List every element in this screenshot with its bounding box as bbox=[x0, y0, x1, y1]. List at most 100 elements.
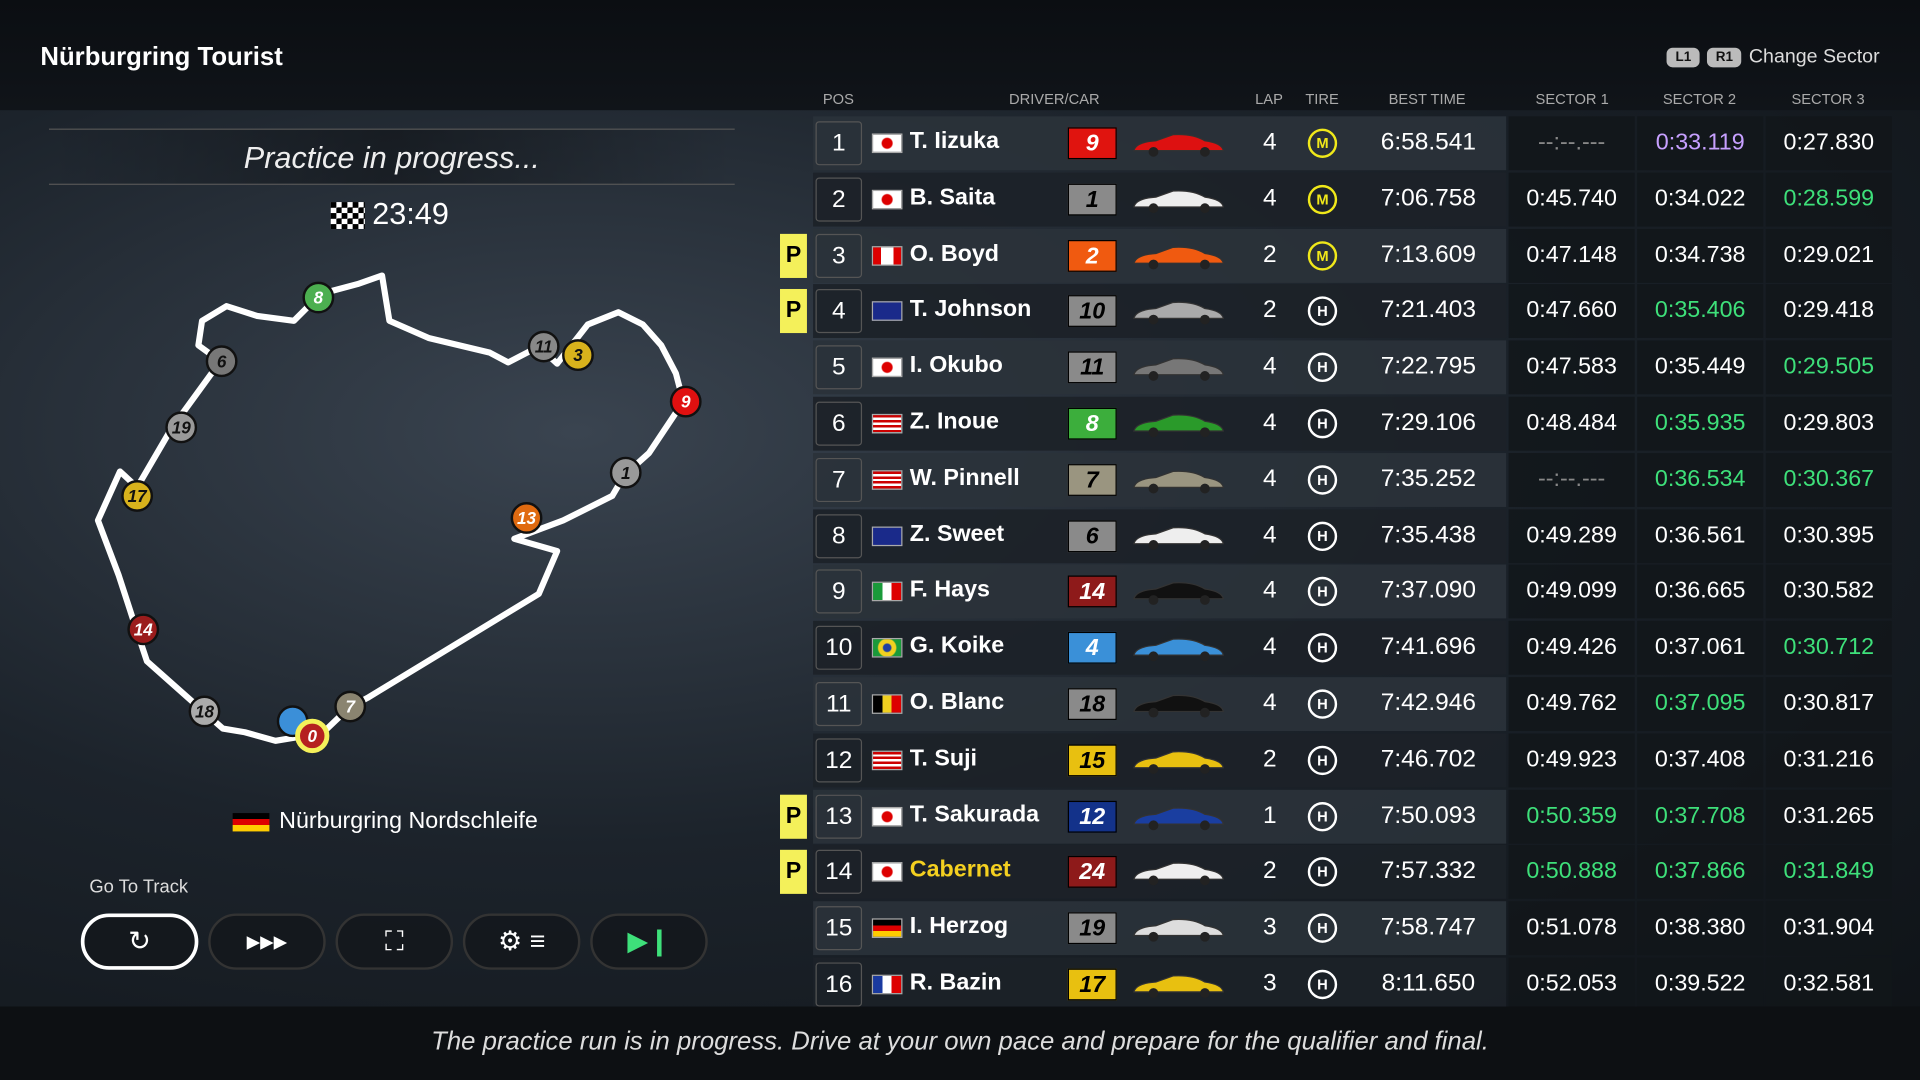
settings-button[interactable]: ⚙ ≡ bbox=[462, 913, 581, 970]
change-sector-hint: L1 R1 Change Sector bbox=[1666, 47, 1880, 69]
lap-count: 2 bbox=[1262, 857, 1277, 885]
l1-button-icon[interactable]: L1 bbox=[1666, 47, 1700, 68]
pit-badge: P bbox=[780, 794, 807, 839]
marker-circle bbox=[302, 281, 335, 314]
table-row[interactable]: 7 W. Pinnell 7 4 H 7:35.252 --:--.--- 0:3… bbox=[813, 452, 1892, 507]
car-marker[interactable]: 7 bbox=[334, 690, 367, 723]
table-row[interactable]: P 4 T. Johnson 10 2 H 7:21.403 0:47.660 0… bbox=[780, 284, 1892, 339]
table-row[interactable]: P 3 O. Boyd 2 2 M 7:13.609 0:47.148 0:34.… bbox=[780, 228, 1892, 283]
car-marker[interactable]: 18 bbox=[188, 695, 221, 728]
skip-button[interactable]: ▶❙ bbox=[590, 913, 708, 970]
table-row[interactable]: 10 G. Koike 4 4 H 7:41.696 0:49.426 0:37.… bbox=[813, 621, 1892, 675]
tire-compound-icon: H bbox=[1307, 969, 1338, 1000]
table-row[interactable]: 15 I. Herzog 19 3 H 7:58.747 0:51.078 0:3… bbox=[813, 901, 1892, 956]
car-number: 15 bbox=[1067, 744, 1117, 777]
lap-count: 4 bbox=[1262, 521, 1277, 549]
position: 11 bbox=[815, 682, 863, 727]
track-name-label: Nürburgring Nordschleife bbox=[279, 808, 538, 834]
best-time: 7:21.403 bbox=[1380, 296, 1477, 324]
sector-1-time: 0:52.053 bbox=[1508, 957, 1635, 1012]
fast-forward-button[interactable]: ▸▸▸ bbox=[208, 913, 326, 970]
driver-name: R. Bazin bbox=[909, 969, 1002, 996]
car-number: 10 bbox=[1067, 295, 1117, 328]
restart-icon: ↻ bbox=[128, 925, 151, 957]
car-image bbox=[1133, 470, 1224, 494]
table-row[interactable]: P 14 Cabernet 24 2 H 7:57.332 0:50.888 0:… bbox=[780, 845, 1892, 900]
car-image bbox=[1133, 189, 1224, 213]
lap-count: 4 bbox=[1262, 128, 1277, 156]
tire-compound-icon: H bbox=[1307, 857, 1338, 888]
marker-label: 13 bbox=[517, 508, 537, 528]
car-marker[interactable]: 17 bbox=[121, 480, 154, 512]
driver-name: F. Hays bbox=[909, 577, 990, 603]
sector-3-time: 0:29.505 bbox=[1765, 340, 1892, 395]
binoculars-button[interactable]: ⛶ bbox=[335, 913, 454, 970]
lap-count: 4 bbox=[1262, 689, 1277, 717]
table-row[interactable]: 16 R. Bazin 17 3 H 8:11.650 0:52.053 0:39… bbox=[813, 957, 1892, 1012]
sector-2-time: 0:36.561 bbox=[1637, 508, 1764, 563]
table-row[interactable]: 2 B. Saita 1 4 M 7:06.758 0:45.740 0:34.0… bbox=[813, 172, 1892, 227]
driver-name: T. Suji bbox=[909, 745, 978, 772]
driver-name: I. Herzog bbox=[909, 913, 1009, 940]
marker-label: 1 bbox=[621, 463, 631, 483]
uk-flag-icon bbox=[871, 526, 903, 546]
jp-flag-icon bbox=[871, 189, 903, 210]
sector-1-time: 0:50.888 bbox=[1508, 845, 1635, 900]
fr-flag-icon bbox=[871, 974, 903, 995]
car-marker[interactable]: 0 bbox=[295, 718, 330, 754]
car-image bbox=[1133, 526, 1224, 550]
marker-circle bbox=[165, 411, 198, 444]
tire-compound-icon: H bbox=[1307, 465, 1338, 495]
car-marker[interactable]: 19 bbox=[165, 411, 198, 444]
restart-button[interactable]: ↻ bbox=[80, 913, 199, 970]
sector-3-time: 0:31.216 bbox=[1765, 733, 1892, 788]
sector-2-time: 0:38.380 bbox=[1637, 901, 1764, 956]
br-flag-icon bbox=[871, 638, 903, 658]
table-row[interactable]: 5 I. Okubo 11 4 H 7:22.795 0:47.583 0:35.… bbox=[813, 340, 1892, 395]
table-row[interactable]: 8 Z. Sweet 6 4 H 7:35.438 0:49.289 0:36.5… bbox=[813, 508, 1892, 563]
table-row[interactable]: P 13 T. Sakurada 12 1 H 7:50.093 0:50.35… bbox=[780, 789, 1892, 844]
sector-1-time: 0:49.426 bbox=[1508, 621, 1635, 675]
driver-name: W. Pinnell bbox=[909, 465, 1020, 491]
car-marker[interactable]: 3 bbox=[562, 339, 594, 372]
lap-count: 2 bbox=[1262, 240, 1277, 268]
table-row[interactable]: 1 T. Iizuka 9 4 M 6:58.541 --:--.--- 0:33… bbox=[813, 116, 1892, 171]
marker-label: 8 bbox=[314, 288, 324, 308]
driver-name: O. Blanc bbox=[909, 689, 1005, 716]
sector-1-time: 0:47.583 bbox=[1508, 340, 1635, 395]
table-row[interactable]: 11 O. Blanc 18 4 H 7:42.946 0:49.762 0:37… bbox=[813, 677, 1892, 732]
table-row[interactable]: 6 Z. Inoue 8 4 H 7:29.106 0:48.484 0:35.9… bbox=[813, 396, 1892, 451]
car-marker[interactable]: 11 bbox=[527, 330, 560, 363]
car-marker[interactable]: 6 bbox=[205, 345, 238, 378]
car-number: 12 bbox=[1067, 800, 1117, 833]
car-marker[interactable]: 8 bbox=[302, 281, 335, 314]
r1-button-icon[interactable]: R1 bbox=[1707, 47, 1742, 68]
best-time: 7:29.106 bbox=[1380, 408, 1477, 436]
driver-name: T. Johnson bbox=[909, 296, 1032, 323]
marker-circle bbox=[669, 385, 702, 418]
lap-count: 4 bbox=[1262, 633, 1277, 661]
col-lap: LAP bbox=[1255, 90, 1283, 108]
car-number: 18 bbox=[1067, 688, 1117, 721]
col-best: BEST TIME bbox=[1388, 90, 1466, 108]
table-row[interactable]: 12 T. Suji 15 2 H 7:46.702 0:49.923 0:37.… bbox=[813, 733, 1892, 788]
de-flag-icon bbox=[871, 918, 903, 939]
car-marker[interactable]: 14 bbox=[127, 613, 160, 646]
car-marker[interactable]: 13 bbox=[510, 502, 543, 534]
best-time: 7:46.702 bbox=[1380, 745, 1477, 773]
car-image bbox=[1133, 919, 1224, 942]
car-number: 11 bbox=[1067, 351, 1117, 384]
marker-circle bbox=[121, 480, 154, 512]
pit-badge: P bbox=[780, 233, 807, 278]
table-row[interactable]: 9 F. Hays 14 4 H 7:37.090 0:49.099 0:36.6… bbox=[813, 564, 1892, 619]
car-number: 1 bbox=[1067, 183, 1117, 216]
position: 3 bbox=[815, 233, 863, 278]
marker-label: 3 bbox=[573, 345, 583, 365]
au-flag-icon bbox=[871, 301, 903, 322]
marker-circle bbox=[205, 345, 238, 378]
us-flag-icon bbox=[871, 413, 903, 434]
car-marker[interactable]: 9 bbox=[669, 385, 702, 418]
col-s3: SECTOR 3 bbox=[1791, 90, 1865, 108]
car-marker[interactable]: 1 bbox=[609, 456, 642, 489]
sector-2-time: 0:36.665 bbox=[1637, 564, 1764, 619]
